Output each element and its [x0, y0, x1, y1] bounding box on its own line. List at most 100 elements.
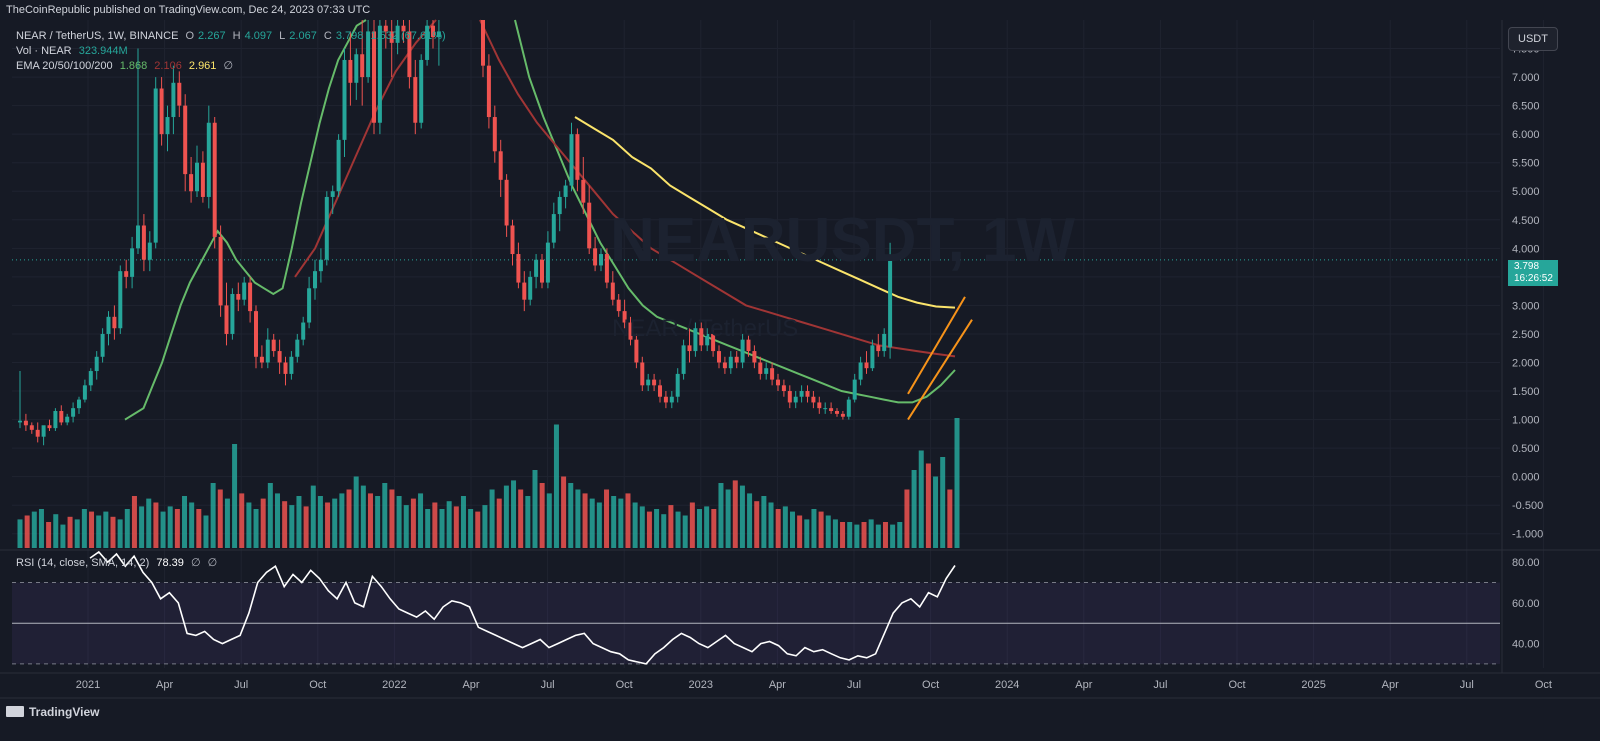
symbol-label[interactable]: NEAR / TetherUS, 1W, BINANCE — [16, 30, 179, 42]
candle-body — [313, 271, 317, 289]
legend-rsi: RSI (14, close, SMA, 14, 2) 78.39 ∅ ∅ — [16, 556, 221, 569]
candle-body — [41, 425, 46, 437]
candle-body — [486, 65, 491, 118]
volume-bar — [654, 509, 660, 548]
candle-body — [23, 420, 28, 426]
candle-body — [29, 425, 34, 430]
y-tick-label: 6.000 — [1512, 129, 1540, 141]
volume-bar — [232, 444, 238, 548]
volume-bar — [489, 489, 495, 548]
candle-body — [401, 25, 406, 32]
volume-bar — [553, 424, 559, 548]
legend-volume: Vol · NEAR 323.944M — [16, 45, 132, 57]
candle-body — [53, 411, 58, 429]
volume-bar — [689, 502, 695, 548]
volume-bar — [289, 505, 295, 548]
watermark-symbol: NEARUSDT, 1W — [610, 206, 1076, 275]
last-price: 3.798 — [1514, 261, 1540, 272]
volume-bar — [496, 498, 502, 548]
volume-bar — [346, 489, 352, 548]
rsi-tick-label: 80.00 — [1512, 557, 1540, 569]
volume-bar — [804, 519, 810, 548]
candle-body — [599, 254, 603, 266]
volume-bar — [675, 511, 681, 548]
candle-body — [687, 345, 692, 352]
volume-bar — [182, 496, 188, 548]
volume-bar — [811, 509, 817, 548]
volume-bar — [325, 502, 331, 548]
candle-body — [59, 411, 64, 423]
candle-body — [212, 122, 217, 237]
x-tick-label: 2022 — [382, 679, 406, 691]
candle-body — [318, 259, 323, 272]
candle-body — [652, 379, 657, 386]
volume-bar — [274, 493, 280, 548]
candle-body — [130, 248, 135, 277]
x-tick-label: 2021 — [76, 679, 100, 691]
candle-body — [436, 31, 441, 38]
volume-bar — [432, 502, 438, 548]
candle-body — [510, 225, 515, 255]
candle-body — [200, 162, 205, 197]
candle-body — [324, 196, 329, 260]
volume-bar — [854, 524, 860, 548]
volume-bar — [511, 480, 517, 548]
candle-body — [823, 408, 828, 410]
rsi-value: 78.39 — [156, 557, 184, 569]
trend-channel — [907, 296, 973, 421]
candle-body — [301, 322, 306, 340]
candle-body — [852, 379, 857, 400]
candle-body — [372, 31, 376, 123]
close-label: C — [323, 30, 332, 42]
candle-body — [522, 282, 527, 300]
candle-body — [230, 293, 235, 334]
y-tick-label: 4.500 — [1512, 215, 1540, 227]
candle-body — [236, 293, 241, 300]
volume-bar — [103, 511, 109, 548]
volume-bar — [704, 506, 710, 548]
rsi-label[interactable]: RSI (14, close, SMA, 14, 2) — [16, 557, 150, 569]
volume-bar — [632, 502, 638, 548]
candle-body — [425, 25, 430, 60]
volume-bar — [460, 496, 466, 548]
candle-body — [289, 356, 294, 374]
low-value: 2.067 — [289, 30, 317, 42]
rsi-tick-label: 40.00 — [1512, 639, 1540, 651]
x-tick-label: Jul — [234, 679, 248, 691]
volume-bar — [840, 522, 846, 548]
candle-body — [277, 351, 282, 363]
candle-body — [622, 311, 627, 323]
volume-bar — [303, 506, 309, 548]
candle-body — [342, 59, 347, 140]
tradingview-logo[interactable]: TradingView — [6, 705, 99, 719]
ema-label[interactable]: EMA 20/50/100/200 — [16, 60, 113, 72]
candle-body — [693, 328, 698, 352]
rsi-line — [89, 550, 956, 665]
ema20-line-2021 — [124, 19, 367, 421]
volume-label[interactable]: Vol · NEAR — [16, 45, 72, 57]
volume-bar — [246, 502, 252, 548]
candle-body — [581, 179, 586, 203]
candle-body — [177, 82, 182, 106]
candle-body — [628, 322, 633, 340]
y-tick-label: -1.000 — [1512, 529, 1543, 541]
volume-bar — [682, 515, 688, 548]
volume-bar — [546, 493, 552, 548]
candle-body — [419, 59, 424, 123]
volume-bar — [639, 506, 645, 548]
volume-bar — [825, 515, 831, 548]
candle-body — [82, 385, 87, 400]
candle-body — [811, 396, 816, 403]
candle-body — [124, 271, 129, 277]
currency-button[interactable]: USDT — [1508, 27, 1558, 51]
volume-bar — [725, 489, 731, 548]
volume-bar — [518, 489, 524, 548]
x-tick-label: Jul — [541, 679, 555, 691]
candle-body — [587, 202, 592, 249]
volume-bar — [67, 516, 73, 548]
volume-bar — [596, 502, 602, 548]
volume-bar — [260, 498, 266, 548]
volume-bar — [396, 496, 402, 548]
candle-body — [675, 373, 680, 397]
